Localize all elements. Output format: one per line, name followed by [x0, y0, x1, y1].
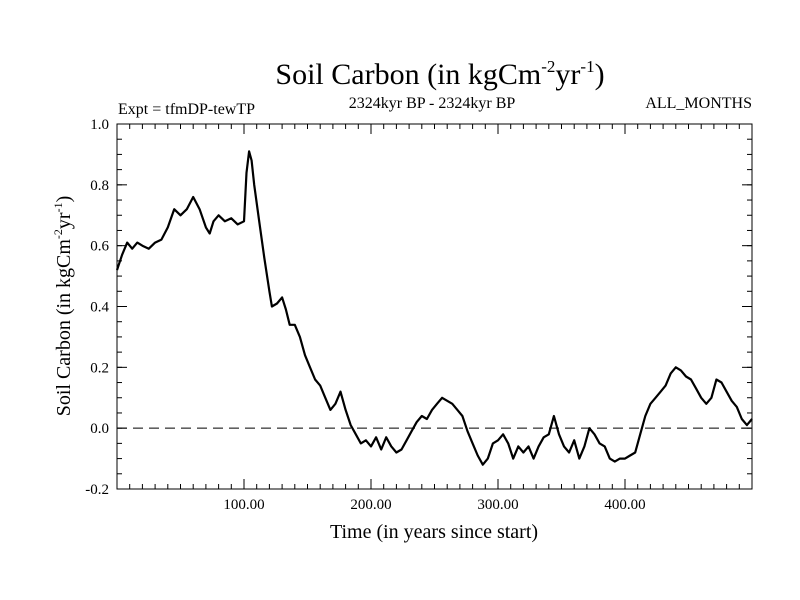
y-axis-ticks: -0.2 0.0 0.2 0.4 0.6 0.8 1.0 — [85, 117, 752, 498]
y-axis-label: Soil Carbon (in kgCm-2yr-1) — [51, 196, 75, 417]
experiment-label: Expt = tfmDP-tewTP — [118, 101, 255, 118]
x-tick-label: 200.00 — [350, 497, 391, 513]
plot-frame — [116, 123, 753, 490]
months-label: ALL_MONTHS — [645, 95, 752, 112]
x-tick-label: 400.00 — [604, 497, 645, 513]
y-tick-label: 0.0 — [90, 421, 109, 437]
x-tick-label: 300.00 — [477, 497, 518, 513]
y-tick-label: 0.8 — [90, 178, 109, 194]
y-tick-label: 0.6 — [90, 239, 109, 255]
y-tick-label: -0.2 — [85, 482, 109, 498]
y-tick-label: 0.4 — [90, 300, 109, 316]
y-tick-label: 1.0 — [90, 117, 109, 133]
x-axis-label: Time (in years since start) — [330, 521, 538, 543]
x-minor-ticks — [129, 124, 740, 489]
x-axis-ticks: 100.00 200.00 300.00 400.00 — [223, 124, 646, 513]
y-minor-ticks — [117, 138, 752, 475]
soil-carbon-series-line — [115, 150, 753, 466]
y-tick-label: 0.2 — [90, 360, 109, 376]
period-label: 2324kyr BP - 2324kyr BP — [349, 95, 516, 112]
x-tick-label: 100.00 — [223, 497, 264, 513]
chart-title: Soil Carbon (in kgCm-2yr-1) — [275, 57, 604, 91]
